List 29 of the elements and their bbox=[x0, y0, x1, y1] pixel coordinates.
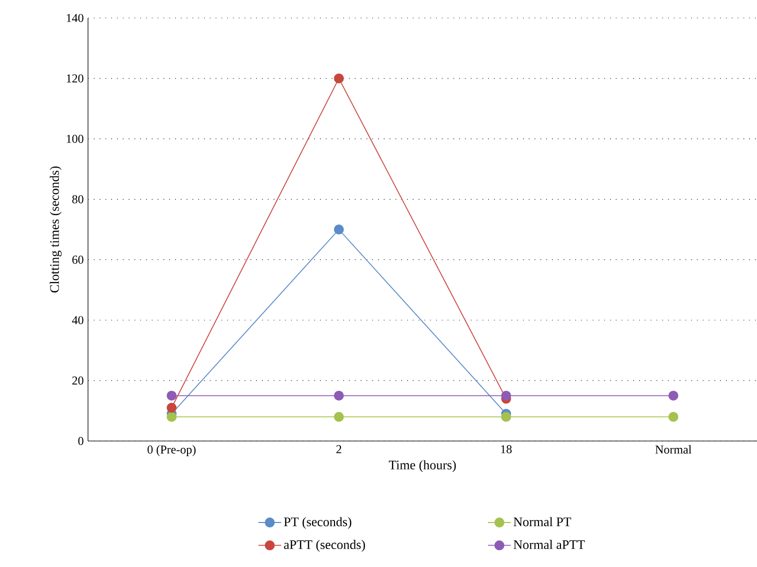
x-tick-label: 0 (Pre-op) bbox=[148, 445, 196, 456]
point bbox=[334, 390, 344, 401]
y-axis-title: Clotting times (seconds) bbox=[50, 166, 62, 293]
x-tick-label: 2 bbox=[336, 445, 342, 454]
x-axis-title: Time (hours) bbox=[388, 460, 456, 472]
legend-label: PT (seconds) bbox=[284, 517, 352, 529]
y-tick-label: 40 bbox=[72, 316, 84, 324]
x-tick-label: 18 bbox=[501, 445, 512, 454]
point bbox=[501, 412, 512, 422]
y-tick-label: 80 bbox=[72, 195, 84, 204]
y-tick-label: 140 bbox=[66, 14, 84, 22]
point bbox=[501, 390, 512, 401]
y-tick-label: 0 bbox=[78, 436, 84, 446]
legend-label: aPTT (seconds) bbox=[284, 540, 365, 552]
point bbox=[166, 390, 177, 401]
y-tick-label: 20 bbox=[72, 376, 84, 385]
point bbox=[166, 402, 177, 413]
point bbox=[668, 412, 678, 422]
legend-label: Normal PT bbox=[514, 517, 572, 526]
x-tick-label: Normal bbox=[655, 445, 692, 454]
legend-label: Normal aPTT bbox=[514, 540, 585, 550]
y-tick-label: 60 bbox=[72, 256, 84, 264]
point bbox=[166, 412, 177, 422]
point bbox=[334, 224, 344, 234]
point bbox=[334, 73, 344, 84]
point bbox=[334, 412, 344, 422]
y-tick-label: 120 bbox=[66, 74, 84, 82]
y-tick-label: 100 bbox=[66, 134, 84, 143]
point bbox=[668, 390, 678, 401]
